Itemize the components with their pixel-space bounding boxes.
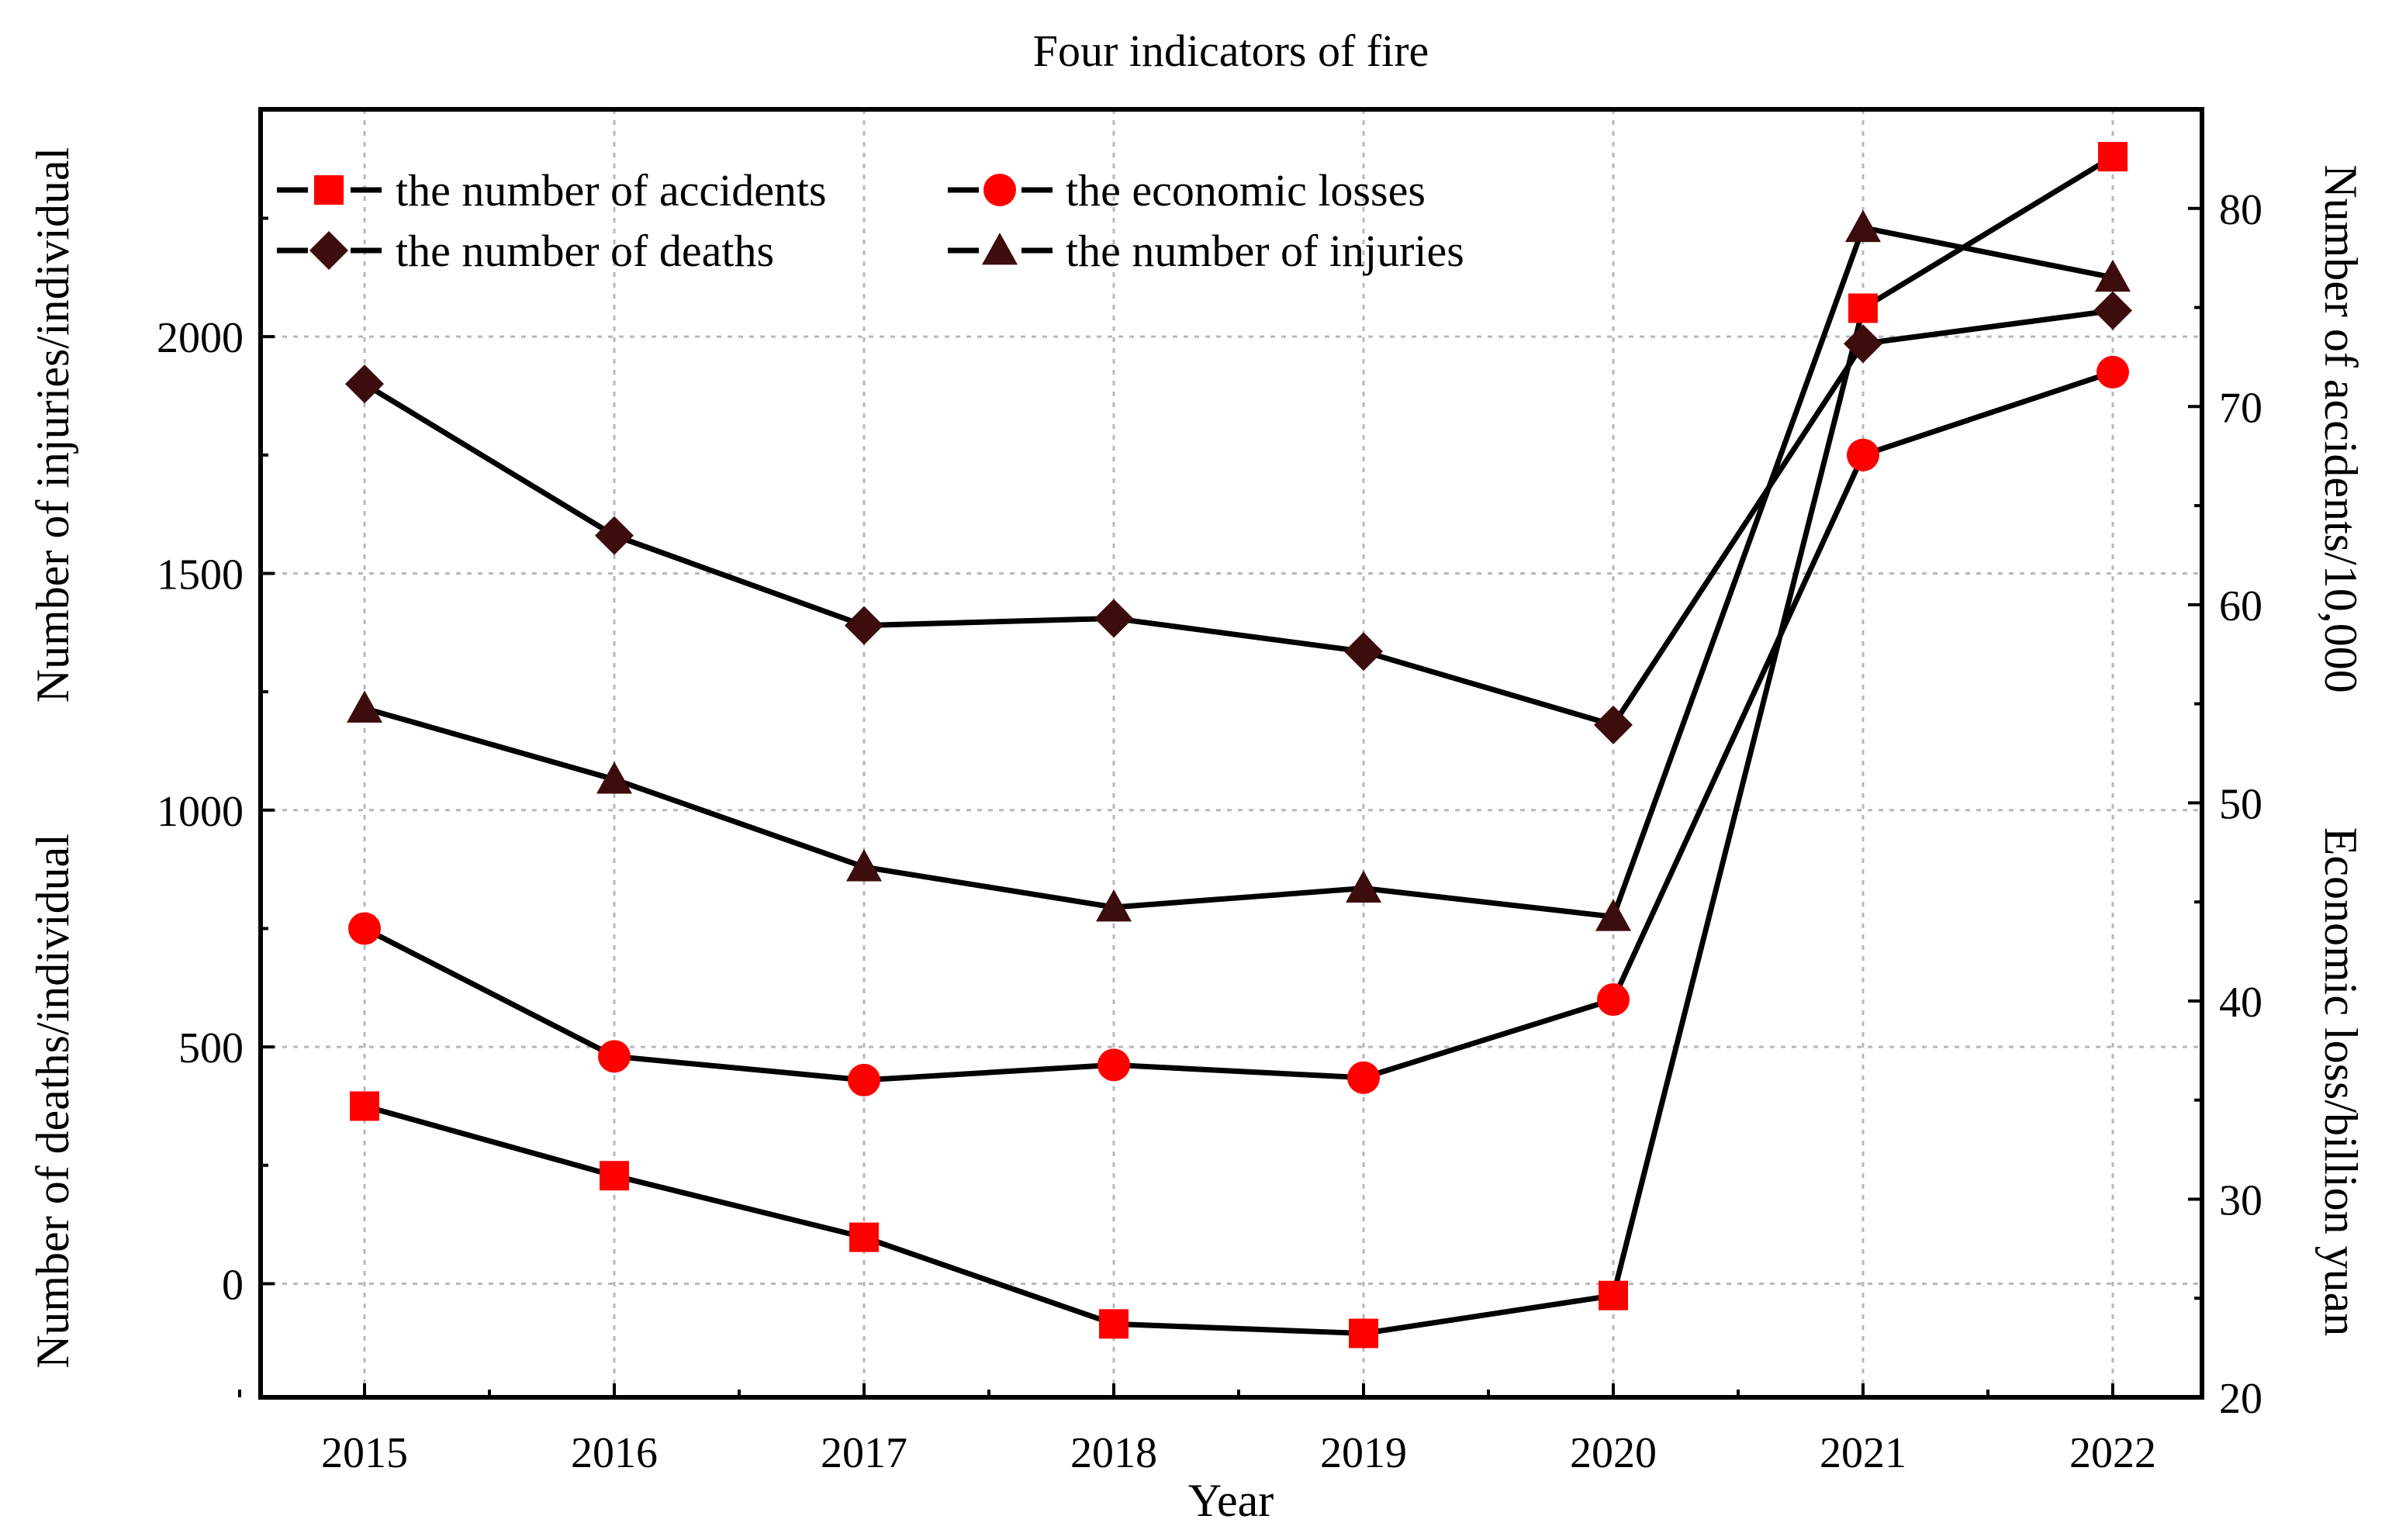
data-point-circle: [598, 1040, 631, 1073]
legend-symbol-accidents: [277, 175, 382, 205]
y-left-title-bottom: Number of deaths/individual: [27, 834, 78, 1369]
y-left-tick-label: 2000: [157, 314, 244, 362]
y-right-title-bottom: Economic loss/billion yuan: [2315, 827, 2366, 1337]
data-point-triangle: [347, 690, 382, 723]
legend-label-accidents: the number of accidents: [396, 165, 827, 216]
x-tick-label: 2020: [1570, 1429, 1657, 1477]
data-point-diamond: [1344, 632, 1383, 672]
x-tick-label: 2018: [1070, 1429, 1157, 1477]
legend-item-injuries: the number of injuries: [948, 226, 1464, 276]
series-0: [350, 142, 2128, 1348]
data-point-square: [1848, 293, 1878, 323]
y-right-tick-labels: 20 30 40 50 60 70 80: [2219, 186, 2262, 1423]
x-tick-label: 2021: [1820, 1429, 1906, 1477]
y-right-title-top: Number of accidents/10,000: [2315, 164, 2366, 692]
series-line: [364, 225, 2114, 920]
plot-frame: [258, 107, 2204, 1400]
legend-symbol-injuries: [948, 233, 1053, 265]
data-point-triangle: [596, 761, 632, 794]
series-line: [363, 369, 2114, 1083]
legend-label-deaths: the number of deaths: [396, 226, 774, 276]
data-point-triangle: [1595, 899, 1631, 931]
data-point-square: [849, 1222, 879, 1252]
data-point-triangle: [2095, 259, 2131, 292]
series-3: [347, 209, 2131, 931]
legend-marker-triangle: [982, 233, 1018, 265]
y-right-tick-label: 70: [2219, 384, 2262, 432]
y-left-tick-label: 1500: [157, 551, 244, 599]
data-point-triangle: [1096, 889, 1132, 922]
data-point-triangle: [1845, 209, 1881, 243]
data-point-circle: [2096, 355, 2129, 388]
data-point-square: [350, 1091, 379, 1121]
data-point-circle: [1597, 983, 1630, 1017]
legend-marker-diamond: [309, 231, 348, 270]
legend-marker-circle: [983, 174, 1016, 206]
series-1: [348, 355, 2129, 1096]
series-line: [363, 308, 2114, 728]
y-right-tick-label: 50: [2219, 780, 2262, 828]
y-right-tick-label: 40: [2219, 979, 2262, 1027]
data-point-triangle: [846, 849, 882, 882]
data-point-circle: [1097, 1048, 1130, 1082]
y-right-tick-label: 30: [2219, 1176, 2262, 1224]
data-point-circle: [1847, 438, 1879, 471]
legend-symbol-economic-losses: [948, 174, 1053, 206]
y-left-tick-label: 500: [178, 1024, 244, 1072]
x-tick-label: 2015: [321, 1429, 408, 1477]
y-right-tick-label: 60: [2219, 582, 2262, 630]
data-point-square: [2098, 142, 2128, 172]
legend-symbol-deaths: [277, 231, 382, 270]
grid-lines: [261, 109, 2202, 1397]
data-point-diamond: [1844, 324, 1882, 364]
data-point-square: [1099, 1309, 1129, 1339]
data-point-square: [1599, 1280, 1628, 1310]
x-tick-label: 2017: [821, 1429, 907, 1477]
y-left-tick-label: 0: [222, 1261, 244, 1309]
data-point-diamond: [2093, 291, 2132, 330]
legend-marker-square: [314, 175, 344, 205]
legend-label-economic-losses: the economic losses: [1066, 165, 1426, 216]
data-point-square: [600, 1161, 629, 1191]
data-point-circle: [848, 1063, 880, 1096]
legend-item-deaths: the number of deaths: [277, 226, 774, 276]
x-tick-labels: 2015 2016 2017 2018 2019 2020 2021 2022: [321, 1429, 2156, 1477]
data-point-diamond: [595, 516, 634, 555]
data-point-triangle: [1346, 870, 1381, 903]
y-left-tick-label: 1000: [157, 788, 244, 836]
series-line: [364, 154, 2114, 1337]
y-left-title-top: Number of injuries/individual: [27, 147, 78, 703]
data-point-circle: [348, 912, 381, 945]
data-point-diamond: [1594, 705, 1633, 744]
y-right-tick-label: 20: [2219, 1375, 2262, 1423]
legend-item-accidents: the number of accidents: [277, 165, 827, 216]
x-tick-label: 2019: [1320, 1429, 1407, 1477]
x-tick-label: 2016: [571, 1429, 658, 1477]
series-layer: [345, 142, 2132, 1348]
series-2: [345, 291, 2132, 744]
legend-item-economic-losses: the economic losses: [948, 165, 1426, 216]
y-left-tick-labels: 0 500 1000 1500 2000: [157, 314, 244, 1309]
data-point-diamond: [845, 606, 883, 645]
chart-title: Four indicators of fire: [1033, 26, 1429, 76]
data-point-circle: [1347, 1061, 1380, 1094]
data-point-diamond: [345, 364, 384, 404]
data-point-square: [1349, 1318, 1378, 1348]
legend: the number of accidents the economic los…: [277, 165, 1464, 276]
x-tick-label: 2022: [2069, 1429, 2156, 1477]
legend-label-injuries: the number of injuries: [1066, 226, 1464, 276]
x-axis-title: Year: [1188, 1475, 1274, 1526]
y-right-tick-label: 80: [2219, 186, 2262, 234]
data-point-diamond: [1094, 599, 1133, 638]
